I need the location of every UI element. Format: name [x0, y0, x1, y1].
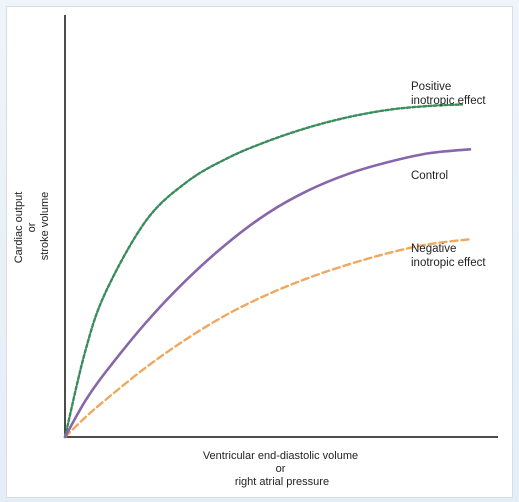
series-label-negative: Negative inotropic effect [411, 243, 486, 269]
series-label-positive: Positive inotropic effect [411, 81, 486, 107]
chart-panel [6, 6, 513, 498]
y-axis-label: Cardiac output or stroke volume [13, 189, 51, 264]
series-line-control [63, 148, 472, 439]
series-line-negative-inotropic-effect [63, 238, 472, 439]
series-line-positive-inotropic-effect [63, 103, 464, 439]
x-axis-label: Ventricular end-diastolic volume or righ… [203, 450, 361, 488]
series-label-control: Control [411, 170, 448, 182]
